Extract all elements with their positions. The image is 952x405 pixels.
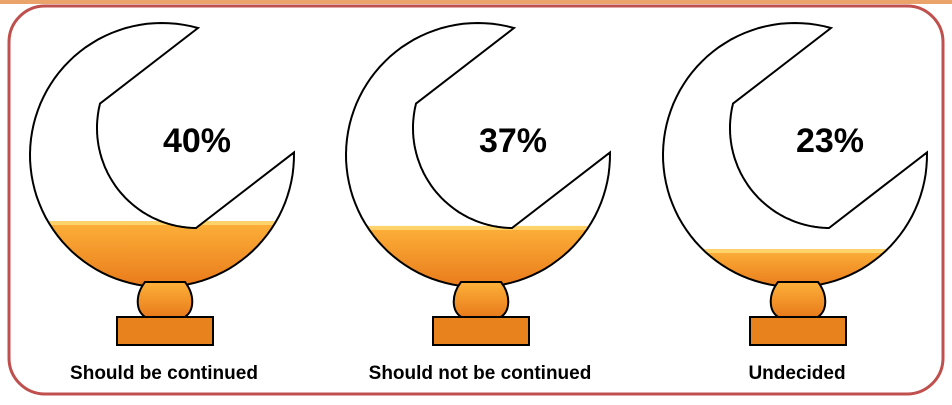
top-strip bbox=[0, 0, 952, 4]
fill-highlight bbox=[663, 249, 927, 254]
category-label: Should be continued bbox=[70, 363, 258, 384]
pedestal-neck bbox=[769, 281, 827, 319]
category-label: Should not be continued bbox=[369, 363, 592, 384]
fill-highlight bbox=[30, 221, 294, 225]
crescent-bg bbox=[663, 23, 927, 287]
pedestal-neck bbox=[136, 281, 194, 319]
pedestal-base bbox=[116, 316, 214, 346]
pedestal-base bbox=[749, 316, 847, 346]
value-label: 40% bbox=[163, 122, 231, 160]
pedestal-neck bbox=[452, 281, 510, 319]
fill-highlight bbox=[346, 225, 610, 230]
value-label: 37% bbox=[479, 122, 547, 160]
pedestal-base bbox=[432, 316, 530, 346]
value-label: 23% bbox=[796, 122, 864, 160]
crescent-bg bbox=[346, 23, 610, 287]
category-label: Undecided bbox=[748, 363, 845, 384]
